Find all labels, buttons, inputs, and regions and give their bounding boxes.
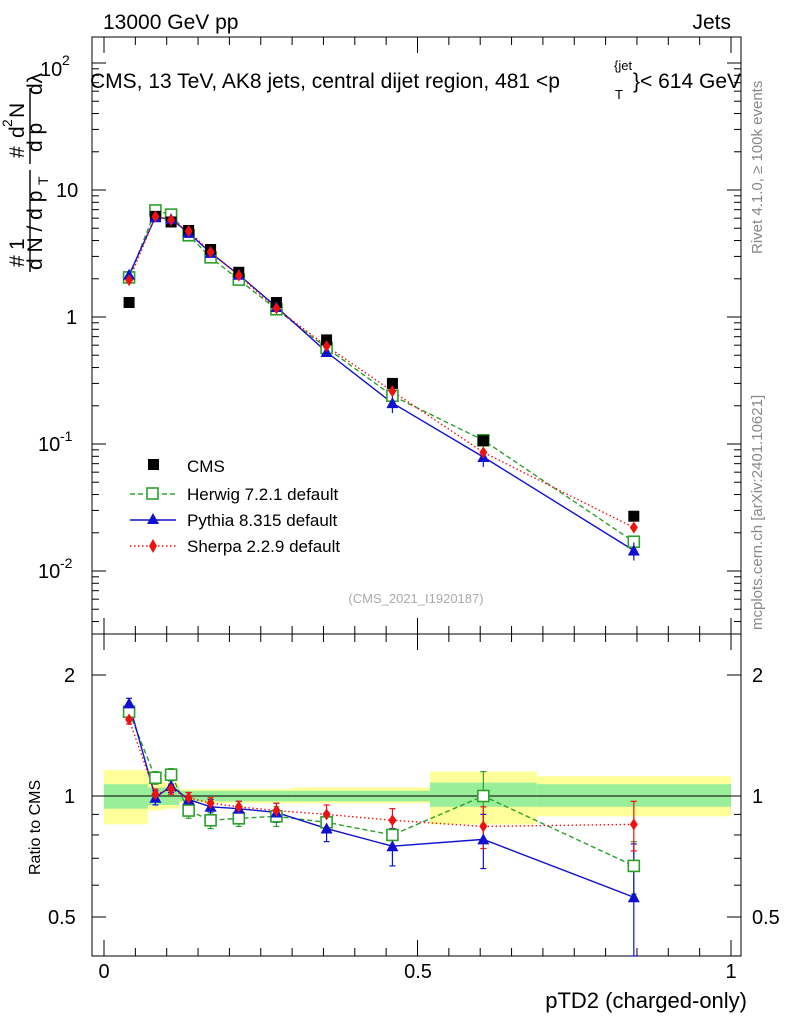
main-y-axis-label: # 1 d N / d p T # d 2 N d p dλ — [0, 72, 51, 272]
sherpa-main-point — [479, 446, 488, 459]
cms-main-point — [386, 377, 398, 389]
xtick-0p5: 0.5 — [404, 961, 432, 983]
ytick-base-0p1: 10 — [38, 434, 60, 456]
sherpa-ratio-point — [184, 791, 193, 804]
ratio-data-layer — [122, 697, 641, 957]
ytick-10: 10 — [56, 180, 78, 202]
cms-main-point — [123, 297, 135, 309]
legend-herwig-marker — [146, 487, 159, 500]
ratio-y-label: Ratio to CMS — [27, 780, 44, 875]
ylabel-d-num: d — [6, 126, 29, 138]
herwig-ratio-point — [149, 771, 162, 785]
legend-pythia-label: Pythia 8.315 default — [187, 511, 338, 530]
pythia-main-point — [627, 544, 640, 556]
ratio-ytick-right-0p5: 0.5 — [752, 907, 780, 929]
plot-title: CMS, 13 TeV, AK8 jets, central dijet reg… — [90, 58, 741, 102]
ytick-base-100: 10 — [40, 59, 62, 81]
sherpa-ratio-point — [272, 804, 281, 817]
ylabel-power-two: 2 — [0, 119, 15, 127]
legend-cms-marker — [148, 459, 159, 470]
pythia-main-point — [386, 397, 399, 409]
title-main: CMS, 13 TeV, AK8 jets, central dijet reg… — [90, 70, 560, 93]
sherpa-ratio-point — [388, 814, 397, 827]
sherpa-ratio-point — [234, 800, 243, 813]
cms-main-point — [321, 334, 333, 346]
main-data-layer — [122, 204, 641, 561]
sherpa-main-point — [388, 385, 397, 398]
pythia-ratio-point — [477, 833, 490, 845]
ytick-exp-neg1: -1 — [60, 428, 73, 444]
ylabel-hash-1: # — [6, 255, 29, 267]
rivet-version-label: Rivet 4.1.0, ≥ 100k events — [749, 81, 766, 254]
xtick-1: 1 — [725, 961, 736, 983]
jets-label: Jets — [692, 11, 731, 34]
sherpa-ratio-point — [629, 818, 638, 831]
sherpa-ratio-point — [206, 797, 215, 810]
legend-pythia-marker — [147, 513, 159, 524]
ylabel-sub-t: T — [35, 176, 51, 185]
title-end: }< 614 GeV — [633, 70, 741, 93]
sherpa-main-point — [125, 274, 134, 287]
ratio-plot-frame — [91, 633, 742, 957]
ratio-uncertainty-bands — [104, 770, 731, 825]
ratio-ytick-left-1: 1 — [64, 786, 75, 808]
pythia-ratio-point — [627, 891, 640, 903]
ratio-ytick-right-1: 1 — [752, 786, 763, 808]
sherpa-ratio-point — [151, 788, 160, 801]
ylabel-dn-dpt: d N / d p — [24, 191, 47, 270]
ratio-ytick-left-0p5: 0.5 — [48, 907, 76, 929]
sherpa-main-point — [272, 302, 281, 315]
x-axis-label: pTD2 (charged-only) — [545, 988, 747, 1013]
sherpa-main-point — [184, 225, 193, 238]
herwig-ratio-point — [477, 789, 490, 803]
main-axis-ticks — [92, 37, 741, 634]
sherpa-main-point — [234, 269, 243, 282]
title-sup: {jet — [614, 58, 632, 73]
ratio-ytick-right-2: 2 — [752, 665, 763, 687]
sherpa-main-point — [206, 245, 215, 258]
sherpa-ratio-point — [479, 820, 488, 833]
sherpa-ratio-point — [322, 808, 331, 821]
ylabel-one: 1 — [6, 238, 29, 250]
herwig-ratio-point — [182, 804, 195, 817]
cms-main-point — [477, 435, 489, 447]
ratio-ytick-left-2: 2 — [64, 665, 75, 687]
herwig-ratio-point — [232, 812, 246, 825]
legend-sherpa-marker — [149, 539, 157, 553]
title-sub: T — [615, 87, 623, 102]
ylabel-n: N — [6, 103, 29, 118]
sherpa-main-point — [629, 521, 638, 534]
ytick-1: 1 — [66, 307, 77, 329]
cms-main-point — [628, 510, 640, 522]
herwig-ratio-point — [164, 768, 178, 781]
analysis-tag: (CMS_2021_I1920187) — [348, 591, 483, 606]
legend-cms-label: CMS — [187, 457, 225, 476]
ytick-exp-neg2: -2 — [60, 555, 73, 571]
sherpa-main-point — [151, 210, 160, 223]
sherpa-main-point — [322, 340, 331, 353]
herwig-ratio-point — [386, 828, 399, 842]
ratio-band-green — [536, 784, 731, 807]
ratio-axis-ticks — [92, 634, 741, 957]
pythia-ratio-point — [320, 822, 333, 834]
legend: CMS Herwig 7.2.1 default Pythia 8.315 de… — [130, 457, 340, 556]
pythia-ratio-point — [386, 840, 399, 852]
ylabel-dpt: d p — [24, 123, 47, 152]
herwig-ratio-point — [627, 859, 641, 873]
legend-sherpa-label: Sherpa 2.2.9 default — [187, 537, 340, 556]
legend-herwig-label: Herwig 7.2.1 default — [187, 485, 338, 504]
herwig-ratio-point — [204, 814, 217, 827]
xtick-0: 0 — [98, 961, 109, 983]
mcplots-label: mcplots.cern.ch [arXiv:2401.10621] — [749, 395, 766, 630]
sherpa-ratio-point — [125, 713, 134, 726]
ytick-base-0p01: 10 — [38, 561, 60, 583]
pythia-ratio-point — [123, 697, 136, 709]
sherpa-main-point — [167, 214, 176, 227]
ytick-exp-2: 2 — [62, 52, 70, 68]
energy-label: 13000 GeV pp — [103, 11, 238, 34]
ylabel-hash-2: # — [6, 146, 29, 158]
sherpa-ratio-point — [167, 783, 176, 796]
